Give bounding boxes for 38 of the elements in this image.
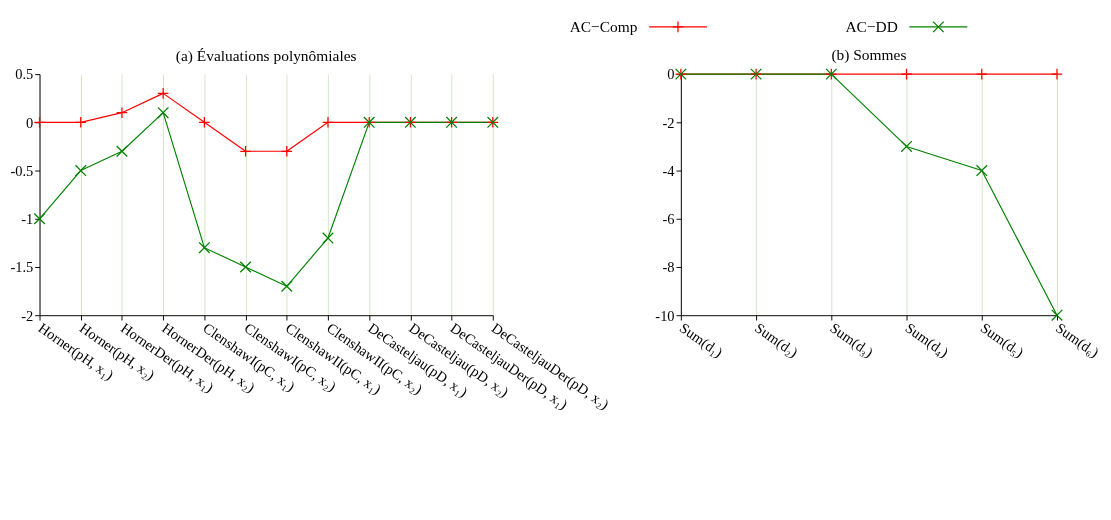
y-tick-label: 0	[667, 66, 675, 83]
y-tick-label: -4	[662, 162, 675, 179]
y-tick-label: -1.5	[10, 259, 34, 276]
point	[322, 116, 334, 129]
point	[74, 164, 87, 177]
point	[157, 106, 170, 119]
y-tick-label: 0	[26, 114, 34, 131]
point	[322, 232, 334, 244]
y-tick-label: -6	[662, 211, 675, 228]
point	[900, 140, 913, 153]
legend-label: AC−Comp	[569, 17, 638, 35]
point	[975, 164, 988, 177]
point	[239, 261, 252, 273]
point	[33, 116, 46, 129]
point	[198, 241, 211, 254]
point	[1051, 68, 1063, 81]
y-tick-label: -0.5	[10, 162, 34, 179]
point	[33, 212, 46, 225]
point	[1051, 309, 1063, 322]
legend-label: AC−DD	[845, 17, 898, 35]
point	[198, 116, 211, 129]
chart-title: (b) Sommes	[831, 45, 907, 64]
point	[900, 68, 913, 81]
point	[116, 145, 128, 158]
point	[280, 280, 293, 293]
point	[239, 145, 252, 158]
point	[975, 68, 988, 81]
y-tick-label: 0.5	[15, 66, 34, 83]
y-tick-label: -1	[21, 211, 34, 228]
point	[280, 145, 293, 158]
y-tick-label: -10	[655, 307, 675, 324]
point	[74, 116, 87, 129]
y-tick-label: -2	[21, 307, 34, 324]
point	[157, 87, 170, 100]
y-tick-label: -2	[662, 114, 675, 131]
point	[116, 106, 128, 119]
y-tick-label: -8	[662, 259, 675, 276]
chart-title: (a) Évaluations polynômiales	[175, 46, 357, 65]
